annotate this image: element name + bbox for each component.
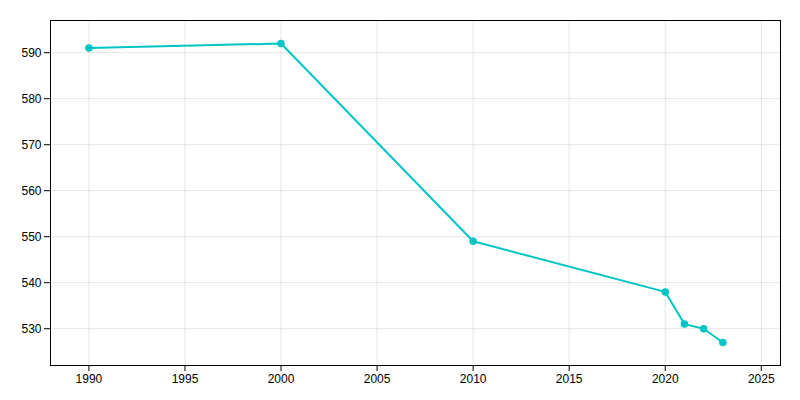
- svg-text:2010: 2010: [460, 372, 487, 386]
- svg-text:2020: 2020: [652, 372, 679, 386]
- svg-text:1990: 1990: [76, 372, 103, 386]
- svg-text:1995: 1995: [172, 372, 199, 386]
- svg-text:2015: 2015: [556, 372, 583, 386]
- svg-text:580: 580: [21, 92, 41, 106]
- svg-text:2000: 2000: [268, 372, 295, 386]
- svg-text:540: 540: [21, 276, 41, 290]
- svg-text:590: 590: [21, 46, 41, 60]
- svg-text:570: 570: [21, 138, 41, 152]
- svg-text:2005: 2005: [364, 372, 391, 386]
- svg-text:560: 560: [21, 184, 41, 198]
- svg-text:550: 550: [21, 230, 41, 244]
- svg-text:2025: 2025: [748, 372, 775, 386]
- svg-text:530: 530: [21, 322, 41, 336]
